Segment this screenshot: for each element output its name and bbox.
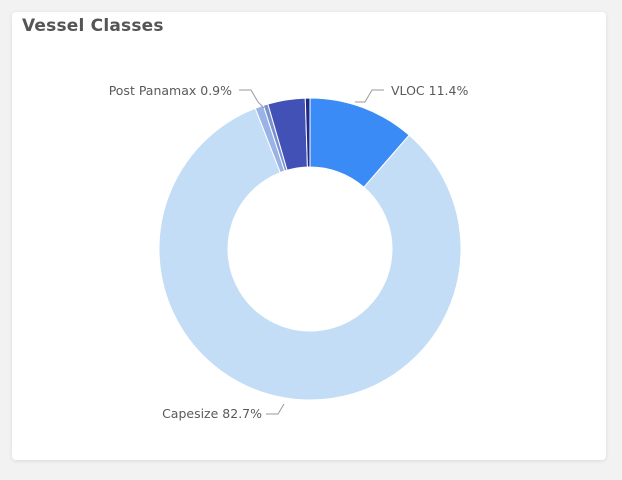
donut-slices: [158, 97, 462, 401]
leader-line-capesize: [266, 403, 285, 415]
leader-line-vloc: [355, 89, 384, 103]
leader-lines: [239, 89, 384, 415]
slice-capesize[interactable]: [158, 107, 462, 401]
card-title: Vessel Classes: [22, 16, 164, 36]
data-label-capesize: Capesize 82.7%: [162, 406, 262, 421]
data-label-vloc: VLOC 11.4%: [391, 83, 468, 98]
slice-vloc[interactable]: [309, 97, 410, 188]
data-labels: VLOC 11.4% Post Panamax 0.9% Capesize 82.7…: [109, 83, 469, 421]
leader-line-post-panamax: [239, 89, 265, 109]
data-label-post-panamax: Post Panamax 0.9%: [109, 83, 232, 98]
